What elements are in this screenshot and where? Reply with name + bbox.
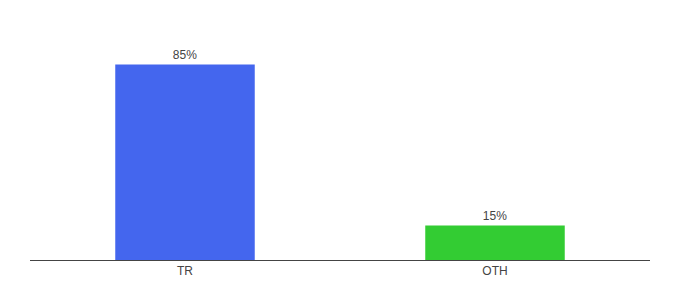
svg-text:TR: TR xyxy=(177,264,193,278)
svg-text:15%: 15% xyxy=(483,209,507,223)
svg-text:85%: 85% xyxy=(173,48,197,62)
svg-text:OTH: OTH xyxy=(482,264,507,278)
